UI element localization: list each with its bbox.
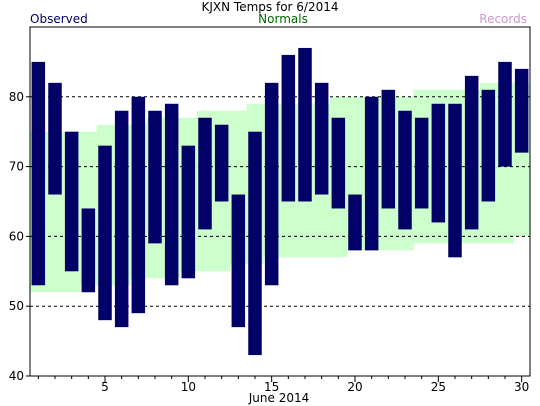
- legend-records: Records: [479, 12, 527, 26]
- observed-bar-day-16: [281, 54, 296, 202]
- y-tick-label-40: 40: [9, 369, 24, 383]
- observed-bar-day-20: [348, 194, 362, 251]
- observed-bar-day-3: [64, 131, 79, 272]
- chart-title: KJXN Temps for 6/2014: [202, 0, 339, 14]
- observed-bar-day-25: [431, 103, 446, 223]
- observed-bar-day-27: [464, 75, 479, 230]
- y-tick-label-70: 70: [9, 160, 24, 174]
- y-tick-label-80: 80: [9, 90, 24, 104]
- axes: 40 50 60 70 80 5 10 15 20 25 30: [9, 90, 530, 394]
- observed-bar-day-2: [48, 82, 62, 195]
- observed-bar-day-5: [98, 145, 112, 321]
- observed-bar-day-24: [414, 117, 429, 209]
- observed-bar-day-4: [81, 208, 96, 293]
- observed-bar-day-22: [381, 89, 396, 209]
- legend-observed: Observed: [30, 12, 88, 26]
- observed-bar-day-15: [264, 82, 279, 286]
- observed-bar-day-26: [448, 103, 462, 258]
- x-tick-label-10: 10: [181, 380, 196, 394]
- x-tick-label-25: 25: [431, 380, 446, 394]
- y-tick-label-60: 60: [9, 229, 24, 243]
- observed-bar-day-12: [214, 124, 229, 202]
- x-tick-label-5: 5: [101, 380, 109, 394]
- observed-bar-day-18: [314, 82, 329, 195]
- y-tick-label-50: 50: [9, 299, 24, 313]
- observed-bar-day-1: [31, 61, 46, 286]
- observed-bar-day-30: [514, 68, 529, 153]
- observed-bar-day-7: [131, 96, 146, 314]
- observed-bar-day-13: [231, 194, 246, 328]
- observed-bar-day-14: [248, 131, 262, 356]
- observed-bar-day-28: [481, 89, 496, 202]
- observed-bar-day-29: [498, 61, 512, 167]
- observed-bar-day-6: [114, 110, 129, 328]
- observed-bar-day-21: [364, 96, 379, 251]
- x-tick-label-15: 15: [264, 380, 279, 394]
- observed-bar-day-9: [164, 103, 179, 286]
- x-tick-label-20: 20: [347, 380, 362, 394]
- observed-bar-day-11: [198, 117, 212, 230]
- observed-bar-day-8: [148, 110, 162, 244]
- grid-lines: [30, 96, 530, 307]
- observed-bar-day-19: [331, 117, 346, 209]
- observed-bar-day-23: [398, 110, 412, 230]
- observed-bars: [31, 47, 529, 356]
- x-axis-label: June 2014: [248, 391, 310, 405]
- x-tick-label-30: 30: [514, 380, 529, 394]
- plot-frame: [29, 26, 531, 377]
- observed-bar-day-17: [298, 47, 312, 202]
- observed-bar-day-10: [181, 145, 196, 279]
- legend-normals: Normals: [258, 12, 308, 26]
